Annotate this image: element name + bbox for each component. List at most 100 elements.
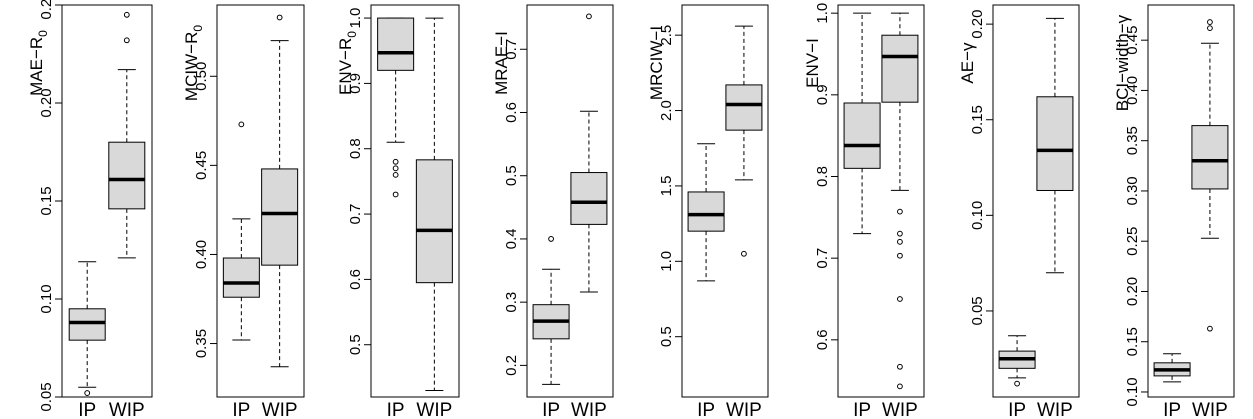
iqr-box — [881, 34, 919, 103]
box-ip — [687, 143, 725, 282]
x-category-label: WIP — [882, 400, 918, 419]
box-ip — [377, 17, 415, 198]
y-tick-label: 0.20 — [969, 10, 986, 39]
y-tick-label: 0.20 — [38, 88, 55, 117]
y-axis-label-subscript: 0 — [345, 31, 359, 38]
box-wip — [725, 25, 763, 257]
x-category-label: IP — [232, 400, 250, 419]
outlier-point — [897, 296, 903, 302]
y-tick-label: 2.5 — [658, 25, 675, 46]
y-axis-label-subscript: 0 — [191, 25, 205, 32]
box-wip — [1191, 19, 1229, 332]
boxplot-panel-7: 0.05 0.10 0.15 0.20 AE−γ IP WIP — [958, 4, 1080, 419]
y-tick-label: 0.15 — [969, 105, 986, 134]
plot-frame — [681, 4, 769, 398]
y-tick-label: 0.45 — [1124, 26, 1141, 55]
y-axis-label: MAE−R0 — [27, 30, 50, 96]
y-tick-label: 1.0 — [347, 8, 364, 29]
y-tick-label: 0.45 — [193, 151, 210, 180]
x-category-label: IP — [1163, 400, 1181, 419]
y-tick-label: 0.10 — [969, 201, 986, 230]
y-tick-label: 0.9 — [347, 73, 364, 94]
outlier-point — [897, 208, 903, 215]
outlier-point — [238, 121, 245, 128]
y-tick-label: 0.7 — [814, 248, 831, 269]
box-ip — [68, 261, 106, 396]
y-tick-label: 0.35 — [1124, 126, 1141, 155]
y-tick-label: 0.5 — [347, 334, 364, 355]
y-axis-label: ENV−I — [803, 38, 822, 88]
iqr-box — [222, 257, 260, 298]
box-wip — [415, 17, 453, 391]
x-category-label: IP — [697, 400, 715, 419]
y-tick-label: 0.05 — [38, 382, 55, 411]
y-tick-label: 1.0 — [658, 251, 675, 272]
y-axis-label-text: MRCIW−I — [647, 26, 666, 100]
y-tick-label: 0.8 — [814, 166, 831, 187]
y-tick-label: 0.30 — [1124, 176, 1141, 205]
y-axis-label-text: MAE−R — [27, 37, 46, 96]
boxplot-panel-6: 0.6 0.7 0.8 0.9 1.0 ENV−I IP WIP — [803, 3, 925, 419]
y-axis-label: MRAE−I — [492, 31, 511, 95]
y-axis-label: ENV−R0 — [336, 31, 359, 95]
y-tick-label: 0.10 — [38, 284, 55, 313]
outlier-point — [897, 238, 903, 245]
y-axis-label-text: ENV−I — [803, 38, 822, 88]
y-tick-label: 0.8 — [347, 138, 364, 159]
plot-frame — [370, 4, 460, 398]
y-tick-label: 0.15 — [38, 186, 55, 215]
x-category-label: IP — [853, 400, 871, 419]
outlier-point — [1207, 325, 1213, 332]
y-tick-label: 0.4 — [503, 229, 520, 250]
iqr-box — [1036, 96, 1074, 191]
y-tick-label: 0.35 — [193, 329, 210, 358]
y-tick-label: 0.6 — [814, 329, 831, 350]
y-tick-label: 0.40 — [1124, 76, 1141, 105]
x-category-label: IP — [387, 400, 405, 419]
x-category-label: IP — [1008, 400, 1026, 419]
iqr-box — [1191, 125, 1229, 190]
y-tick-label: 0.3 — [503, 292, 520, 313]
box-ip — [532, 236, 570, 385]
plot-frame — [1147, 4, 1235, 398]
outlier-point — [1207, 19, 1213, 25]
box-wip — [1036, 17, 1074, 274]
outlier-point — [123, 11, 130, 18]
y-tick-label: 2.0 — [658, 100, 675, 121]
y-tick-label: 0.25 — [1124, 227, 1141, 256]
y-tick-label: 0.15 — [1124, 327, 1141, 356]
y-axis-label-subscript: 0 — [36, 30, 50, 37]
y-tick-label: 0.50 — [193, 62, 210, 91]
outlier-point — [741, 250, 747, 257]
box-ip — [998, 335, 1036, 387]
box-ip — [1153, 353, 1191, 383]
outlier-point — [897, 230, 903, 237]
iqr-box — [843, 102, 881, 169]
x-category-label: WIP — [109, 400, 145, 419]
y-axis-label-text: MRAE−I — [492, 31, 511, 95]
outlier-point — [276, 14, 283, 21]
y-axis-label-text: ENV−R — [336, 38, 355, 95]
y-tick-label: 0.6 — [503, 102, 520, 123]
y-tick-label: 0.25 — [38, 0, 55, 20]
y-tick-label: 0.7 — [347, 204, 364, 225]
boxplot-panel-3: 0.5 0.6 0.7 0.8 0.9 1.0 ENV−R0 IP WIP — [336, 4, 460, 419]
x-category-label: IP — [78, 400, 96, 419]
y-axis-label-text: MCIW−R — [182, 32, 201, 101]
x-category-label: WIP — [726, 400, 762, 419]
plot-frame — [992, 4, 1080, 398]
y-tick-label: 0.40 — [193, 240, 210, 269]
outlier-point — [897, 363, 903, 370]
outlier-point — [392, 165, 399, 172]
y-tick-label: 0.2 — [503, 355, 520, 376]
x-category-label: WIP — [1192, 400, 1228, 419]
plot-frame — [216, 4, 305, 398]
y-axis-label-text: BCI−width−γ — [1113, 14, 1132, 111]
outlier-point — [897, 383, 903, 390]
boxplot-panel-8: 0.10 0.15 0.20 0.25 0.30 0.35 0.40 0.45BCI−widt… — [1113, 4, 1235, 419]
y-tick-label: 0.7 — [503, 39, 520, 60]
outlier-point — [392, 158, 399, 165]
